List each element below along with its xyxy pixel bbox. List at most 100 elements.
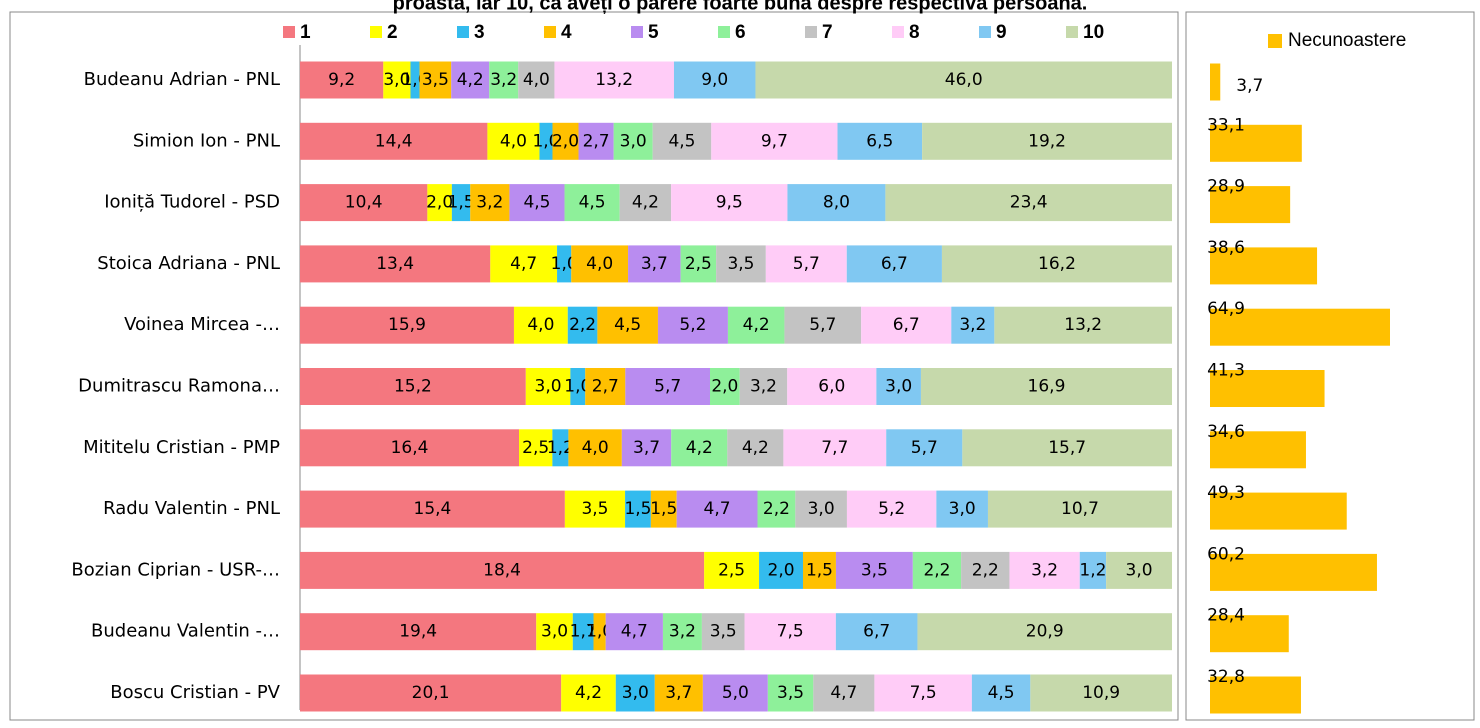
legend-swatch (631, 26, 643, 38)
data-label: 3,0 (885, 377, 912, 397)
data-label: 10,7 (1061, 499, 1099, 519)
bar-segment (657, 306, 728, 344)
bar-segment (727, 306, 785, 344)
bar-segment (727, 429, 784, 467)
data-label: 16,9 (1028, 377, 1066, 397)
bar-segment (1079, 551, 1107, 589)
data-label: 34,6 (1207, 422, 1245, 442)
bar-segment (525, 368, 571, 405)
data-label: 4,5 (614, 315, 641, 335)
data-label: 4,0 (527, 315, 554, 335)
bar (1210, 431, 1306, 469)
bar-segment (837, 122, 923, 160)
bar (1210, 553, 1377, 591)
bar-segment (300, 245, 491, 283)
y-tick-label: Radu Valentin - PNL (103, 498, 280, 519)
data-label: 3,7 (633, 438, 660, 458)
data-label: 41,3 (1207, 361, 1245, 381)
bar-segment (300, 306, 514, 344)
legend-swatch (805, 26, 817, 38)
bar-segment (564, 490, 626, 528)
bar-segment (300, 368, 526, 405)
data-label: 1,5 (448, 193, 475, 213)
data-label: 3,0 (622, 683, 649, 703)
y-tick-label: Ioniță Tudorel - PSD (104, 192, 280, 213)
data-label: 3,5 (581, 499, 608, 519)
data-label: 49,3 (1207, 483, 1245, 503)
bar-segment (489, 61, 519, 99)
left-panel (9, 11, 1179, 721)
data-label: 4,2 (632, 193, 659, 213)
legend-swatch (1268, 34, 1282, 48)
data-label: 4,2 (742, 438, 769, 458)
bar-segment (846, 245, 942, 283)
data-label: 32,8 (1207, 667, 1245, 687)
data-label: 4,5 (579, 193, 606, 213)
bar-segment (597, 306, 658, 344)
chart-title: proastă, iar 10, că aveți o părere foart… (393, 0, 1088, 14)
data-label: 2,5 (685, 254, 712, 274)
data-label: 2,5 (718, 560, 745, 580)
data-label: 4,0 (523, 70, 550, 90)
bar-segment (490, 245, 558, 283)
bar-segment (922, 122, 1172, 160)
bar-segment (757, 490, 796, 528)
data-label: 3,2 (750, 377, 777, 397)
data-label: 10,4 (345, 193, 383, 213)
bar-segment (835, 551, 913, 589)
data-label: 4,2 (575, 683, 602, 703)
data-label: 5,7 (654, 377, 681, 397)
bar-segment (917, 613, 1172, 651)
bar (1210, 247, 1318, 285)
data-label: 28,4 (1207, 606, 1245, 626)
bar-segment (564, 184, 620, 222)
bar-segment (451, 184, 471, 222)
data-label: 1,0 (564, 377, 591, 397)
data-label: 20,1 (412, 683, 450, 703)
data-label: 3,7 (665, 683, 692, 703)
data-label: 3,5 (777, 683, 804, 703)
bar-segment (1030, 674, 1172, 712)
y-tick-label: Stoica Adriana - PNL (97, 253, 280, 274)
data-label: 3,5 (422, 70, 449, 90)
data-label: 3,0 (1126, 560, 1153, 580)
data-label: 4,0 (586, 254, 613, 274)
bar-segment (765, 245, 847, 283)
data-label: 13,2 (595, 70, 633, 90)
legend-label: 7 (822, 22, 833, 43)
bar-segment (787, 368, 877, 405)
data-label: 46,0 (945, 70, 983, 90)
data-label: 4,2 (743, 315, 770, 335)
bar-segment (571, 245, 629, 283)
data-label: 19,4 (399, 622, 437, 642)
bar-segment (1106, 551, 1172, 589)
legend-swatch (283, 26, 295, 38)
data-label: 3,7 (641, 254, 668, 274)
data-label: 28,9 (1207, 177, 1245, 197)
bar-segment (936, 490, 988, 528)
bar-segment (650, 490, 677, 528)
bar-segment (941, 245, 1172, 283)
bar-segment (680, 245, 717, 283)
bar (1210, 63, 1221, 101)
data-label: 8,0 (823, 193, 850, 213)
bar-segment (300, 61, 384, 99)
data-label: 5,7 (793, 254, 820, 274)
bar (1210, 370, 1325, 407)
bar-segment (795, 490, 847, 528)
bar-segment (585, 368, 626, 405)
data-label: 3,0 (541, 622, 568, 642)
legend-swatch (892, 26, 904, 38)
data-label: 6,7 (863, 622, 890, 642)
y-tick-label: Budeanu Valentin -… (91, 621, 280, 642)
data-label: 5,7 (911, 438, 938, 458)
legend-label: 2 (387, 22, 398, 43)
data-label: 3,2 (490, 70, 517, 90)
bar (1210, 308, 1390, 346)
legend-label: 6 (735, 22, 746, 43)
bar-segment (744, 613, 836, 651)
data-label: 3,2 (959, 315, 986, 335)
bar-segment (885, 184, 1172, 222)
bar-segment (625, 490, 651, 528)
bar-segment (912, 551, 962, 589)
